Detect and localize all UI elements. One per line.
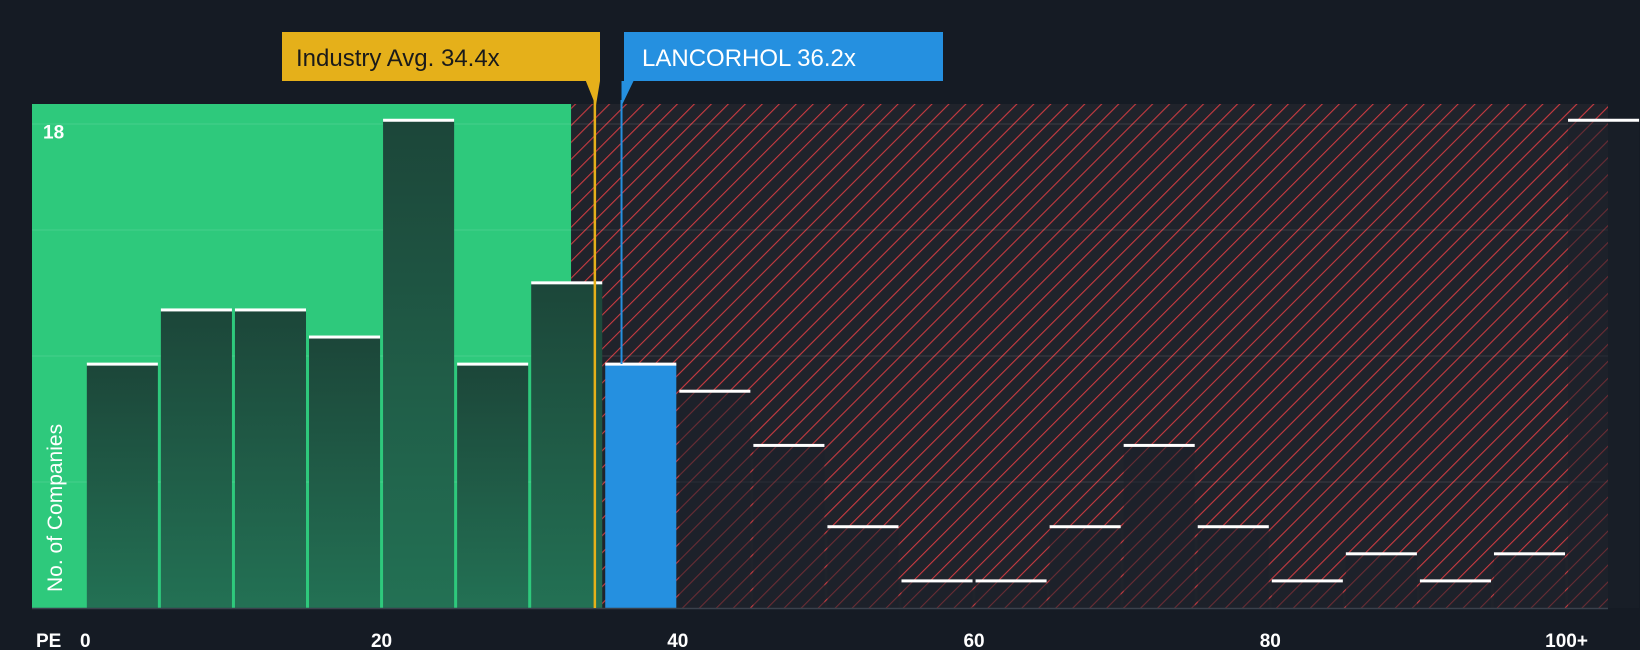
bar-cap bbox=[975, 579, 1047, 583]
histogram-bar bbox=[1345, 553, 1417, 608]
bar-cap bbox=[1123, 443, 1195, 447]
bar-cap bbox=[1197, 525, 1269, 529]
histogram-bar bbox=[1568, 120, 1640, 609]
y-tick-label: 18 bbox=[43, 122, 64, 143]
x-tick-label: 20 bbox=[371, 631, 392, 650]
bar-cap bbox=[160, 308, 232, 312]
bar-cap bbox=[679, 389, 751, 393]
bar-cap bbox=[457, 362, 529, 366]
histogram-bar bbox=[160, 309, 232, 608]
bar-cap bbox=[1419, 579, 1491, 583]
bar-cap bbox=[309, 335, 381, 339]
bar-cap bbox=[1049, 525, 1121, 529]
industry-avg-label: Industry Avg. 34.4x bbox=[296, 45, 500, 72]
histogram-bar bbox=[1271, 580, 1343, 608]
histogram-bar bbox=[86, 364, 158, 608]
company-label: LANCORHOL 36.2x bbox=[642, 45, 856, 72]
y-axis-label: No. of Companies bbox=[44, 424, 67, 592]
histogram-bar bbox=[679, 391, 751, 608]
bar-cap bbox=[1568, 118, 1640, 122]
company-callout bbox=[621, 32, 943, 106]
bar-cap bbox=[827, 525, 899, 529]
bar-cap bbox=[1345, 552, 1417, 556]
x-tick-label: 0 bbox=[80, 631, 91, 650]
bar-cap bbox=[901, 579, 973, 583]
bar-cap bbox=[86, 362, 158, 366]
bar-cap bbox=[234, 308, 307, 312]
histogram-bar bbox=[309, 337, 381, 608]
x-tick-label: 80 bbox=[1260, 631, 1281, 650]
bar-cap bbox=[531, 281, 603, 285]
x-tick-label: 40 bbox=[667, 631, 688, 650]
bar-cap bbox=[1271, 579, 1343, 583]
bar-cap bbox=[605, 362, 677, 366]
histogram-bar bbox=[901, 580, 973, 608]
histogram-bar bbox=[457, 364, 529, 608]
company-bar bbox=[605, 364, 677, 608]
bar-cap bbox=[383, 118, 455, 122]
histogram-bar bbox=[1123, 445, 1195, 608]
histogram-bar bbox=[1197, 526, 1269, 608]
histogram-bar bbox=[1493, 553, 1566, 608]
x-tick-label: 60 bbox=[963, 631, 984, 650]
histogram-bar bbox=[753, 445, 825, 608]
x-axis-label: PE bbox=[36, 631, 61, 650]
histogram-bar bbox=[234, 309, 307, 608]
bar-cap bbox=[1493, 552, 1566, 556]
histogram-bar bbox=[383, 120, 455, 609]
histogram-bar bbox=[1419, 580, 1491, 608]
bar-cap bbox=[753, 443, 825, 447]
x-tick-label: 100+ bbox=[1545, 631, 1588, 650]
histogram-bar bbox=[975, 580, 1047, 608]
histogram-bar bbox=[1049, 526, 1121, 608]
histogram-bar bbox=[531, 282, 603, 608]
histogram-bar bbox=[827, 526, 899, 608]
industry-avg-callout bbox=[282, 32, 600, 106]
